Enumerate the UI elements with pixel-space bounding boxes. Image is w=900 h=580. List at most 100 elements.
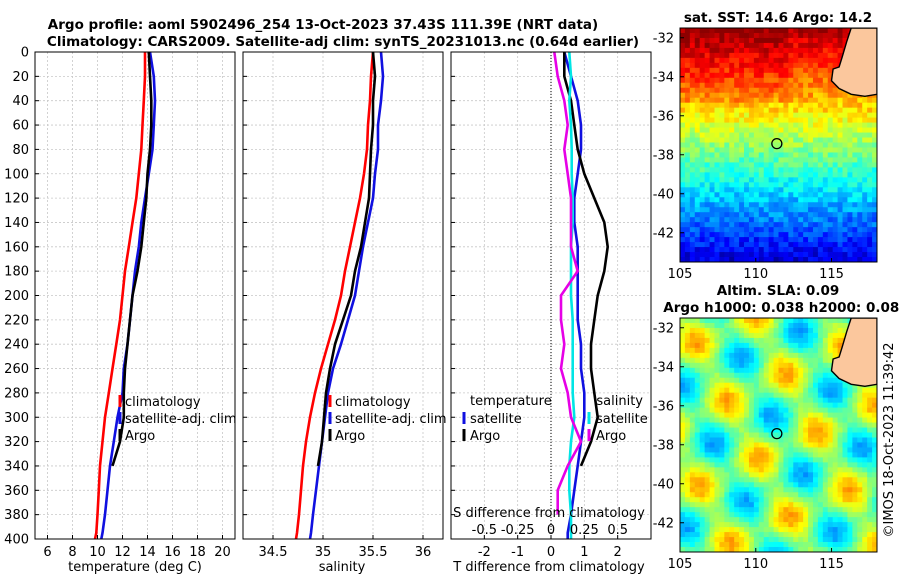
map-cell [798,57,804,64]
map-cell [729,392,735,399]
map-cell [724,107,730,114]
map-cell [832,187,838,193]
map-cell [808,132,814,138]
map-cell [837,57,843,64]
map-cell [852,102,858,109]
map-cell [862,112,868,119]
map-cell [758,432,765,438]
map-cell [857,247,863,253]
map-cell [812,172,819,178]
map-cell [744,502,750,508]
map-cell [758,62,765,69]
map-cell [867,212,873,218]
map-cell [832,532,838,538]
map-cell [684,492,691,498]
map-cell [783,127,789,133]
map-cell [763,252,770,258]
map-cell [817,247,824,253]
map-cell [689,222,696,228]
map-cell [689,318,696,324]
map-cell [803,332,809,339]
map-cell [719,147,725,153]
map-cell [842,512,848,518]
map-cell [724,242,730,248]
map-cell [684,202,691,208]
map-cell [788,182,794,188]
map-cell [788,457,794,463]
map-cell [812,222,819,228]
map-cell [704,42,710,49]
map-cell [739,32,745,39]
map-cell [842,542,848,548]
map-cell [763,437,770,443]
map-cell [729,152,735,158]
map-cell [748,467,755,473]
y-tick-label: 360 [4,484,29,499]
map-cell [699,487,706,493]
map-cell [837,87,843,94]
map-cell [803,112,809,119]
map-cell [798,112,804,119]
map-cell [763,42,770,49]
map-cell [694,162,701,168]
map-cell [808,217,814,223]
map-cell [817,352,824,359]
map-cell [842,192,848,198]
map-cell [788,107,794,114]
map-cell [758,417,765,423]
map-cell [847,522,853,528]
map-cell [699,47,706,54]
map-cell [788,47,794,54]
map-cell [783,132,789,138]
map-cell [842,497,848,503]
map-cell [832,247,838,253]
map-cell [709,392,715,399]
map-cell [689,97,696,104]
map-cell [788,352,794,359]
map-cell [744,202,750,208]
map-cell [857,487,863,493]
map-cell [709,492,715,498]
map-cell [783,247,789,253]
map-cell [753,82,760,89]
map-cell [832,37,838,44]
map-cell [729,157,735,163]
map-cell [812,192,819,198]
map-cell [832,107,838,114]
map-cell [817,62,824,69]
map-cell [694,457,701,463]
y-tick-label: -42 [653,226,674,241]
map-cell [817,512,824,518]
map-cell [699,472,706,478]
map-cell [704,57,710,64]
map-cell [704,52,710,59]
map-cell [842,117,848,123]
map-cell [734,52,740,59]
map-cell [729,137,735,143]
map-cell [768,357,774,364]
map-cell [793,367,799,374]
map-cell [773,182,779,188]
map-cell [837,342,843,349]
map-cell [842,32,848,39]
map-cell [808,32,814,39]
map-cell [773,37,779,44]
map-cell [812,57,819,64]
map-cell [704,422,710,428]
map-cell [812,52,819,59]
map-cell [793,352,799,359]
map-cell [714,452,720,458]
map-cell [822,318,829,324]
map-cell [680,527,686,533]
map-cell [724,372,730,379]
map-cell [753,318,760,324]
map-cell [788,318,794,324]
map-cell [719,42,725,49]
map-cell [773,82,779,89]
map-cell [773,247,779,253]
map-cell [758,512,765,518]
map-cell [724,432,730,438]
map-cell [709,457,715,463]
map-cell [817,492,824,498]
map-cell [758,377,765,384]
